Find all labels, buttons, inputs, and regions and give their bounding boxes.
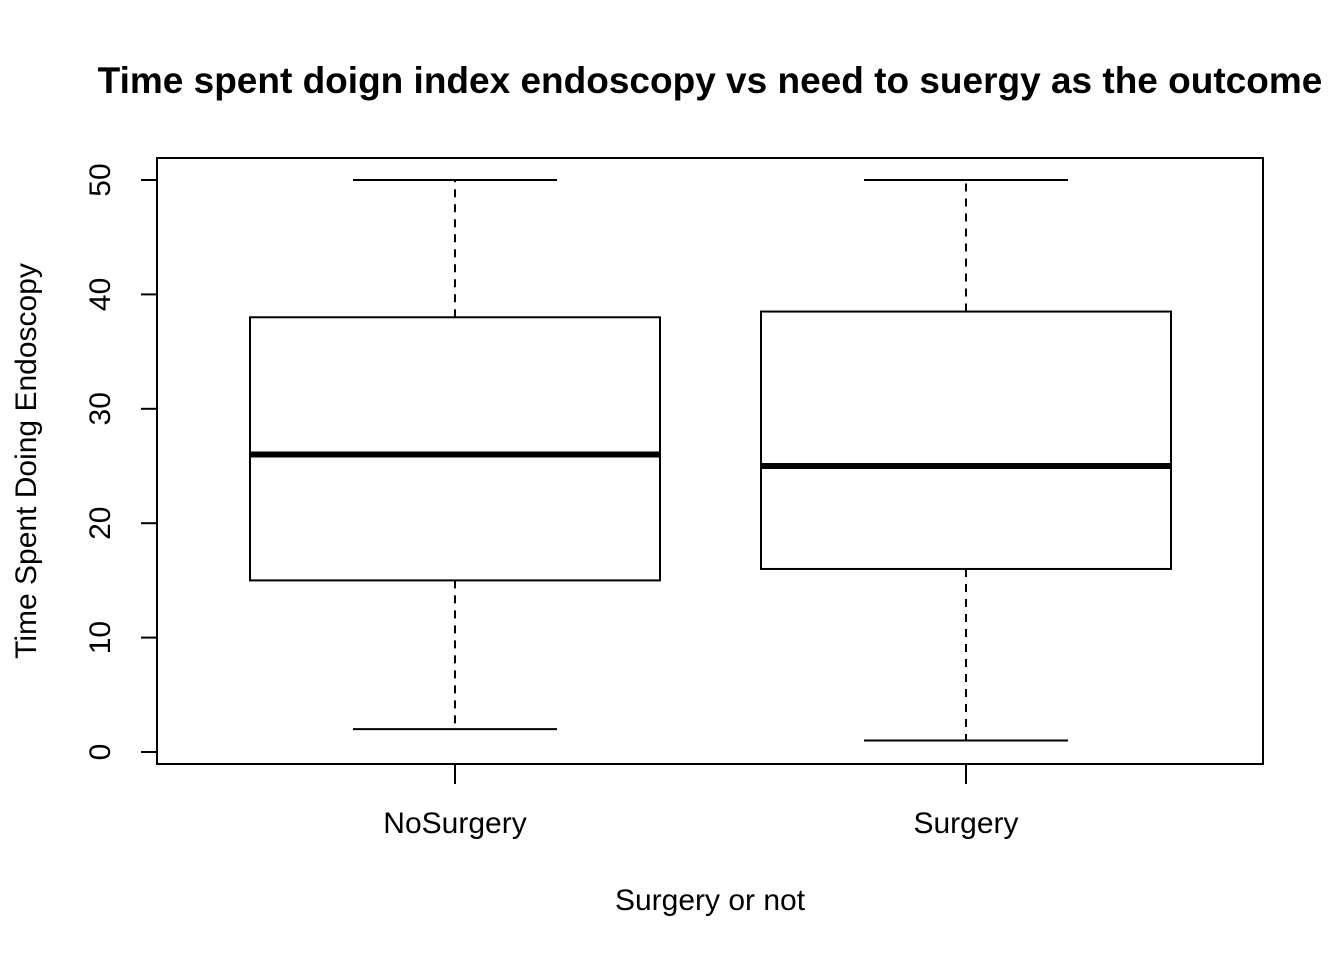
y-tick-label: 30 bbox=[84, 392, 117, 425]
y-axis-label: Time Spent Doing Endoscopy bbox=[10, 263, 43, 659]
y-tick-label: 0 bbox=[84, 744, 117, 761]
y-axis: 0 10 20 30 40 50 bbox=[84, 163, 157, 760]
iqr-box bbox=[249, 316, 661, 582]
y-tick-label: 10 bbox=[84, 621, 117, 654]
plot-frame bbox=[156, 157, 1264, 765]
box-nosurgery bbox=[249, 179, 661, 731]
y-tick-label: 20 bbox=[84, 507, 117, 540]
boxes bbox=[249, 179, 1172, 742]
y-tick-label: 40 bbox=[84, 278, 117, 311]
box-surgery bbox=[760, 179, 1172, 742]
x-tick-label: Surgery bbox=[913, 807, 1018, 840]
x-tick-label: NoSurgery bbox=[383, 807, 526, 840]
iqr-box bbox=[760, 310, 1172, 570]
x-axis-label: Surgery or not bbox=[615, 884, 806, 917]
y-tick-label: 50 bbox=[84, 163, 117, 196]
chart-title: Time spent doign index endoscopy vs need… bbox=[98, 60, 1323, 101]
x-axis: NoSurgery Surgery bbox=[383, 764, 1019, 840]
